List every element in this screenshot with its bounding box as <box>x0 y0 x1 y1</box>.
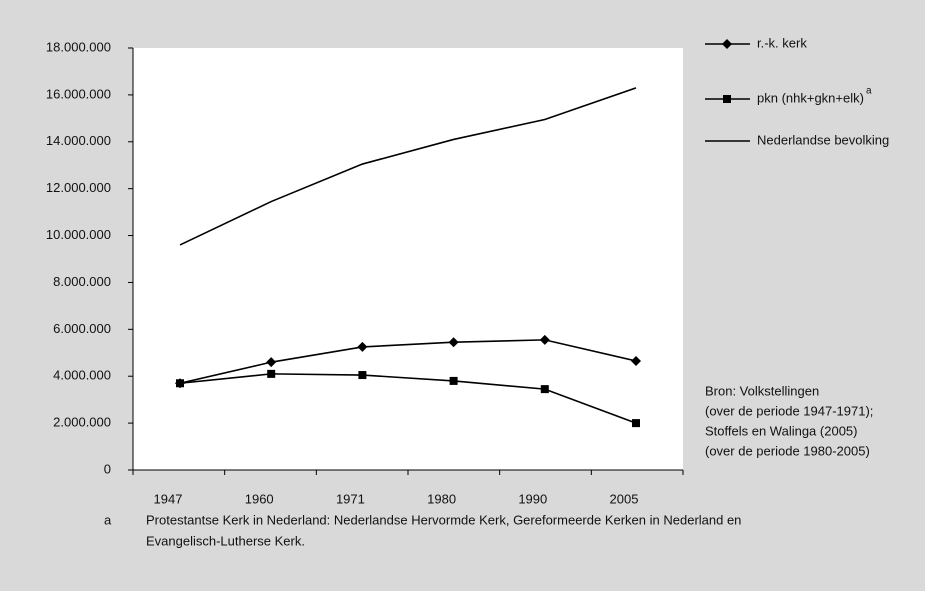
legend-marker <box>722 39 732 49</box>
data-point <box>357 341 368 352</box>
footnote-marker: a <box>104 512 112 527</box>
legend-marker <box>723 95 731 103</box>
plot-area <box>133 48 683 470</box>
x-tick-label: 2005 <box>610 491 639 506</box>
y-tick-label: 12.000.000 <box>46 180 111 195</box>
series-line <box>179 87 637 246</box>
data-point <box>267 369 276 378</box>
x-tick-label: 1990 <box>518 491 547 506</box>
data-point <box>448 337 459 348</box>
y-tick-label: 2.000.000 <box>53 415 111 430</box>
source-note: Stoffels en Walinga (2005) <box>705 423 857 438</box>
data-point <box>539 334 550 345</box>
y-tick-label: 18.000.000 <box>46 39 111 54</box>
y-tick-label: 10.000.000 <box>46 227 111 242</box>
y-tick-label: 6.000.000 <box>53 321 111 336</box>
data-point <box>540 385 549 394</box>
x-tick-label: 1960 <box>245 491 274 506</box>
y-tick-label: 4.000.000 <box>53 368 111 383</box>
series-line <box>179 339 637 385</box>
source-note: (over de periode 1980-2005) <box>705 443 870 458</box>
source-note: (over de periode 1947-1971); <box>705 403 873 418</box>
y-tick-label: 14.000.000 <box>46 133 111 148</box>
y-tick-label: 16.000.000 <box>46 86 111 101</box>
series-line <box>179 373 637 424</box>
legend-superscript: a <box>866 86 872 97</box>
data-point <box>449 376 458 385</box>
data-point <box>631 355 641 366</box>
x-tick-label: 1980 <box>427 491 456 506</box>
data-point <box>266 357 277 368</box>
footnote-text: Protestantse Kerk in Nederland: Nederlan… <box>146 512 741 527</box>
legend-label: Nederlandse bevolking <box>757 132 889 147</box>
y-tick-label: 0 <box>104 461 111 476</box>
legend-label: r.-k. kerk <box>757 35 807 50</box>
x-tick-label: 1971 <box>336 491 365 506</box>
data-point <box>358 371 367 380</box>
y-tick-label: 8.000.000 <box>53 274 111 289</box>
x-tick-label: 1947 <box>154 491 183 506</box>
data-point <box>632 419 640 428</box>
source-note: Bron: Volkstellingen <box>705 383 819 398</box>
footnote-text: Evangelisch-Lutherse Kerk. <box>146 533 305 548</box>
data-point <box>176 379 184 388</box>
legend-label: pkn (nhk+gkn+elk) <box>757 90 864 105</box>
